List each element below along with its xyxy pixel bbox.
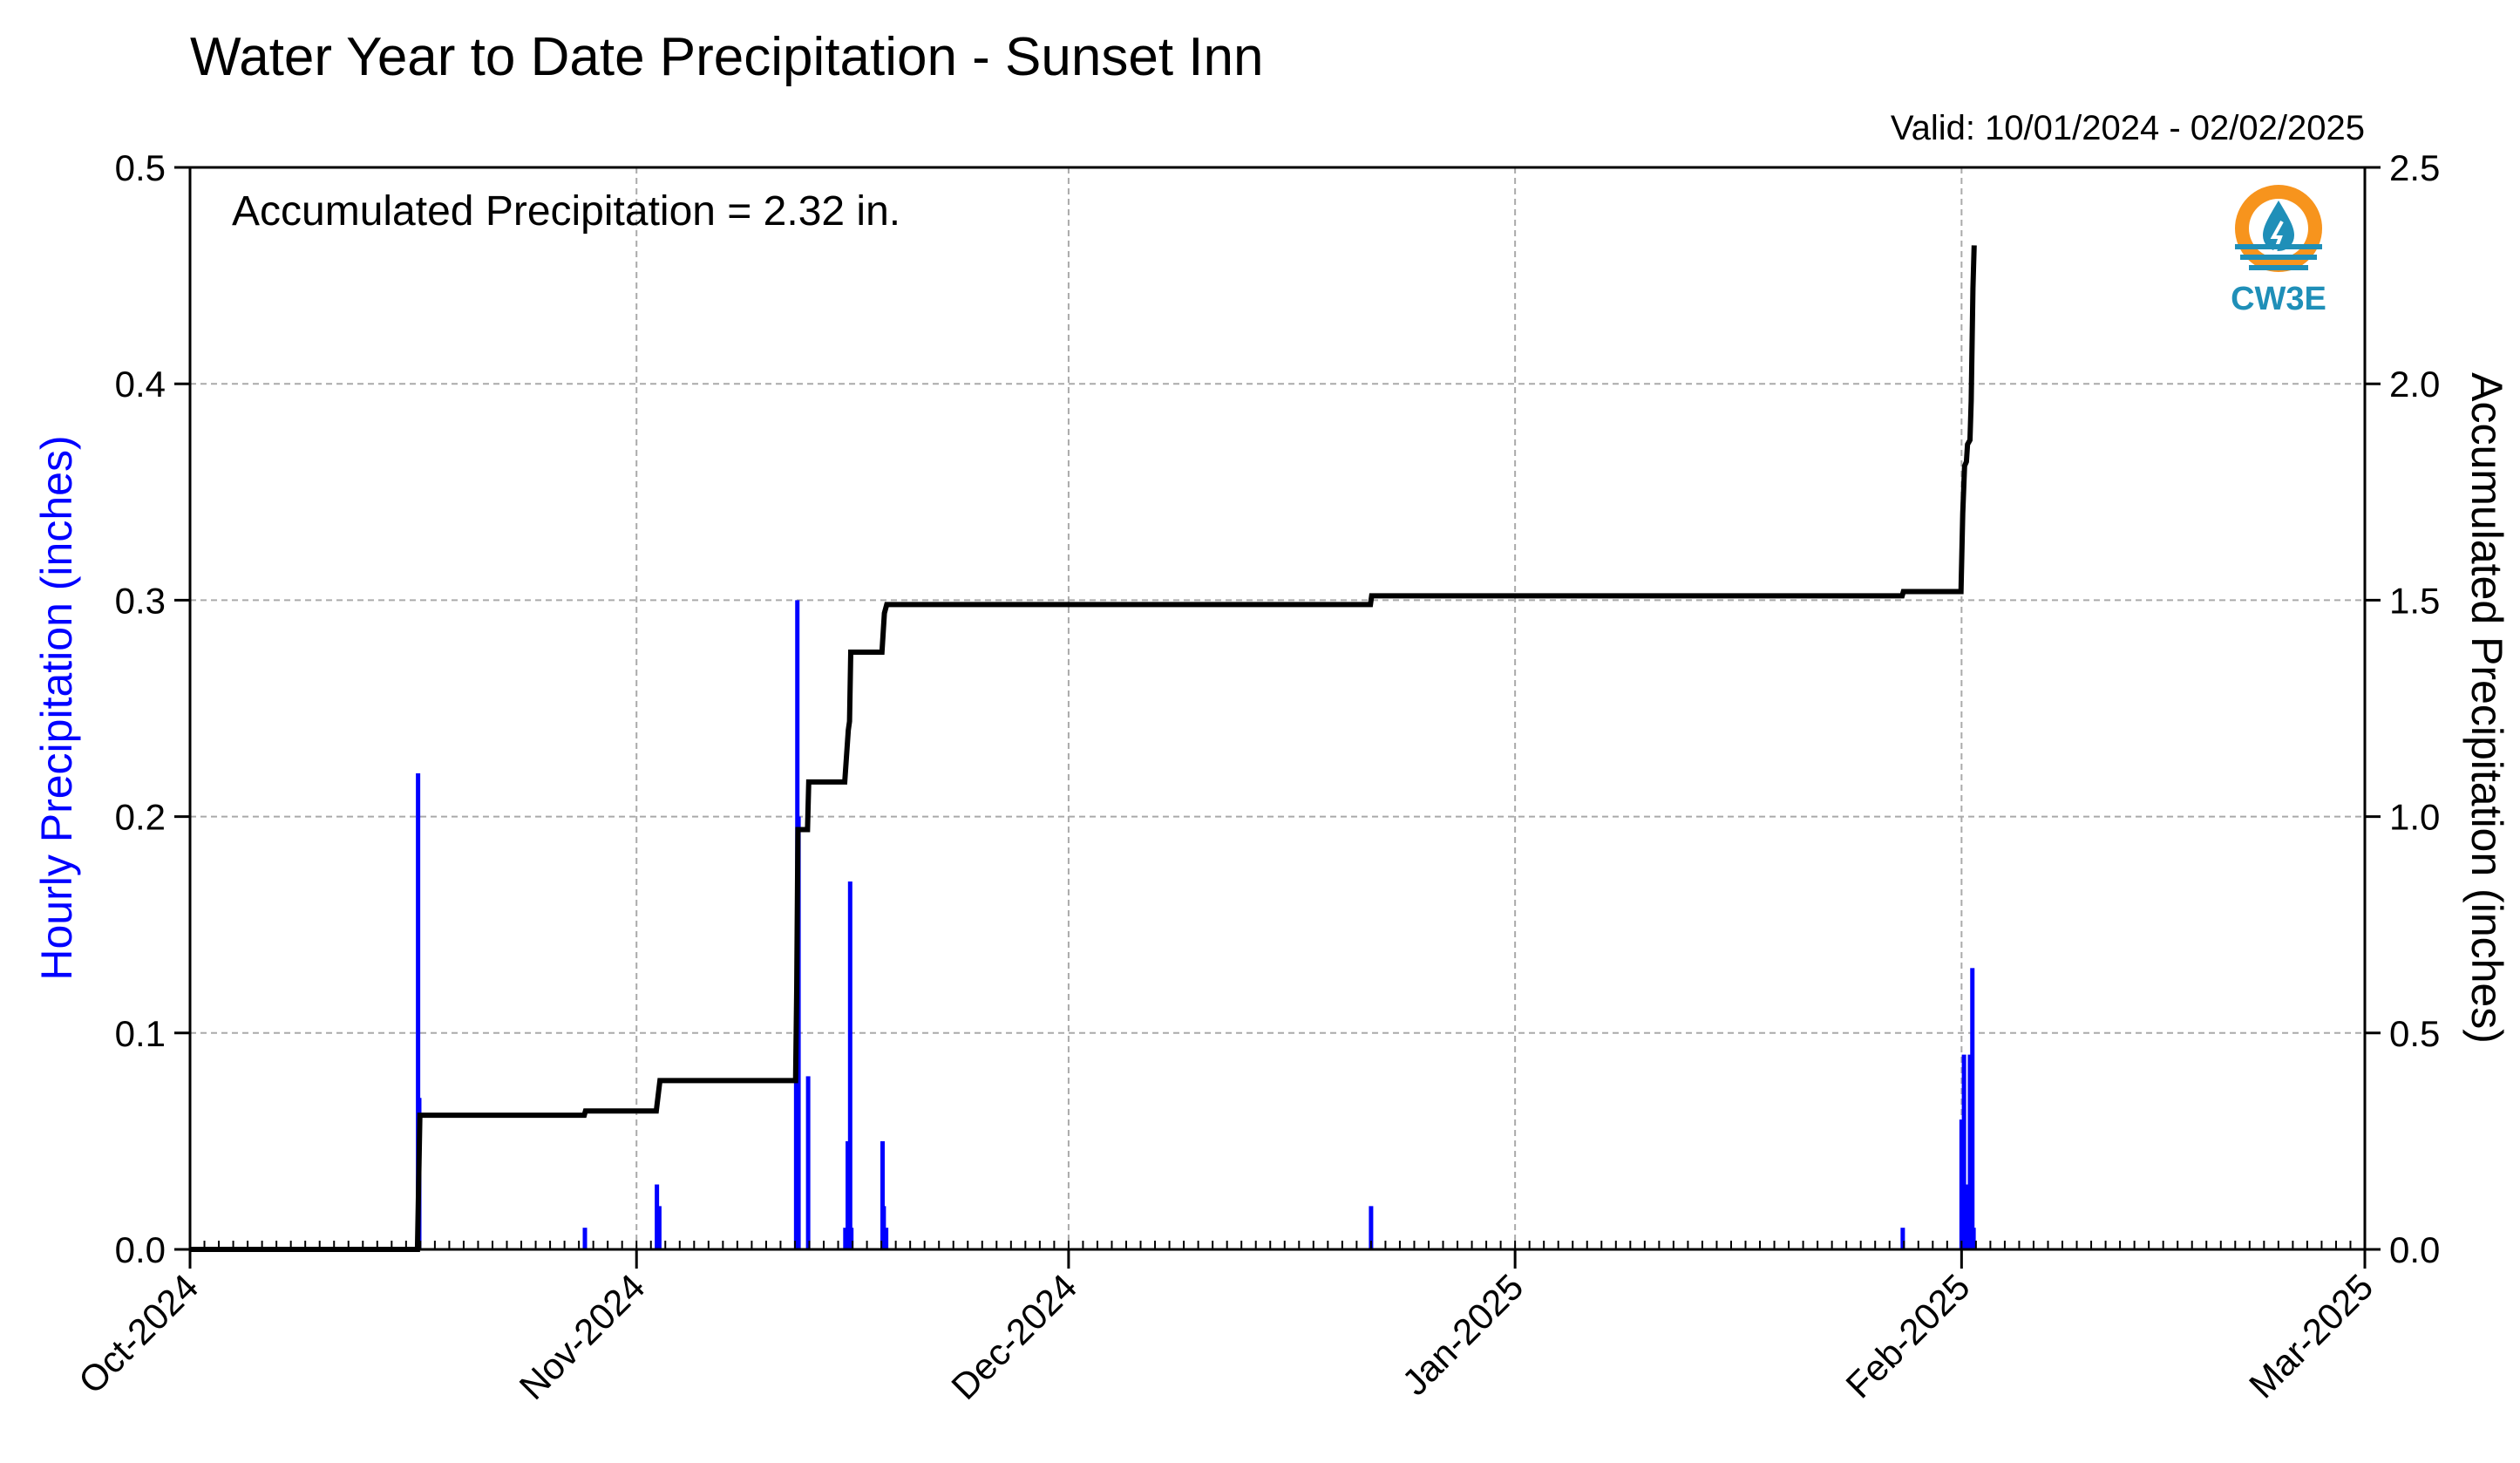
x-tick-label: Nov-2024 bbox=[512, 1266, 653, 1407]
right-y-axis-label: Accumulated Precipitation (inches) bbox=[2462, 372, 2511, 1044]
hourly-bar bbox=[849, 1228, 854, 1249]
left-y-axis: 0.0 0.1 0.2 0.3 0.4 0.5 bbox=[115, 147, 190, 1270]
right-y-axis: 0.0 0.5 1.0 1.5 2.0 2.5 bbox=[2365, 147, 2440, 1270]
hourly-bar bbox=[881, 1206, 886, 1249]
hourly-bar bbox=[1970, 968, 1975, 1249]
y-left-tick-label: 0.3 bbox=[115, 580, 166, 621]
x-tick-label: Feb-2025 bbox=[1837, 1266, 1977, 1405]
y-left-tick-label: 0.5 bbox=[115, 147, 166, 188]
x-tick-label: Dec-2024 bbox=[943, 1266, 1084, 1407]
x-axis: Oct-2024 Nov-2024 Dec-2024 Jan-2025 Feb-2025… bbox=[71, 1241, 2381, 1407]
hourly-bar bbox=[1900, 1228, 1905, 1249]
hourly-bar bbox=[1971, 1228, 1976, 1249]
valid-date-range: Valid: 10/01/2024 - 02/02/2025 bbox=[1891, 109, 2365, 147]
hourly-bar bbox=[847, 881, 852, 1249]
logo-wave-3 bbox=[2249, 265, 2308, 270]
left-y-axis-label: Hourly Precipitation (inches) bbox=[32, 435, 81, 980]
plot-frame bbox=[188, 166, 2367, 1251]
accumulated-total-annotation: Accumulated Precipitation = 2.32 in. bbox=[232, 188, 900, 235]
hourly-bar bbox=[1962, 1206, 1967, 1249]
hourly-bar bbox=[880, 1140, 885, 1249]
hourly-bar bbox=[1959, 1119, 1964, 1249]
hourly-bar bbox=[1967, 1054, 1973, 1249]
hourly-bar bbox=[656, 1206, 662, 1249]
y-right-tick-label: 0.0 bbox=[2389, 1229, 2440, 1270]
y-right-tick-label: 2.5 bbox=[2389, 147, 2440, 188]
hourly-bar bbox=[1369, 1206, 1374, 1249]
y-left-tick-label: 0.1 bbox=[115, 1013, 166, 1054]
logo-wave-1 bbox=[2235, 244, 2322, 249]
x-tick-label: Oct-2024 bbox=[71, 1266, 206, 1401]
y-right-tick-label: 1.5 bbox=[2389, 580, 2440, 621]
hourly-bar bbox=[416, 772, 421, 1249]
chart-title: Water Year to Date Precipitation - Sunse… bbox=[190, 27, 1264, 87]
y-right-tick-label: 0.5 bbox=[2389, 1013, 2440, 1054]
cw3e-logo: CW3E bbox=[2231, 185, 2326, 317]
hourly-bar bbox=[582, 1228, 588, 1249]
hourly-bars bbox=[416, 600, 1976, 1249]
hourly-bar bbox=[846, 1140, 851, 1249]
x-tick-label: Jan-2025 bbox=[1394, 1266, 1531, 1403]
y-left-tick-label: 0.2 bbox=[115, 797, 166, 838]
hourly-bar bbox=[655, 1184, 660, 1249]
accumulated-line bbox=[190, 245, 1977, 1252]
hourly-bar bbox=[805, 1076, 811, 1249]
logo-wave-2 bbox=[2240, 255, 2317, 260]
hourly-bar bbox=[1961, 1054, 1966, 1249]
hourly-bar bbox=[1965, 1184, 1970, 1249]
x-tick-label: Mar-2025 bbox=[2241, 1266, 2381, 1405]
hourly-bar bbox=[884, 1228, 889, 1249]
y-left-tick-label: 0.0 bbox=[115, 1229, 166, 1270]
logo-label: CW3E bbox=[2231, 281, 2326, 317]
y-right-tick-label: 2.0 bbox=[2389, 364, 2440, 405]
grid-lines bbox=[190, 167, 2365, 1249]
y-left-tick-label: 0.4 bbox=[115, 364, 166, 405]
y-right-tick-label: 1.0 bbox=[2389, 797, 2440, 838]
hourly-bar bbox=[843, 1228, 848, 1249]
